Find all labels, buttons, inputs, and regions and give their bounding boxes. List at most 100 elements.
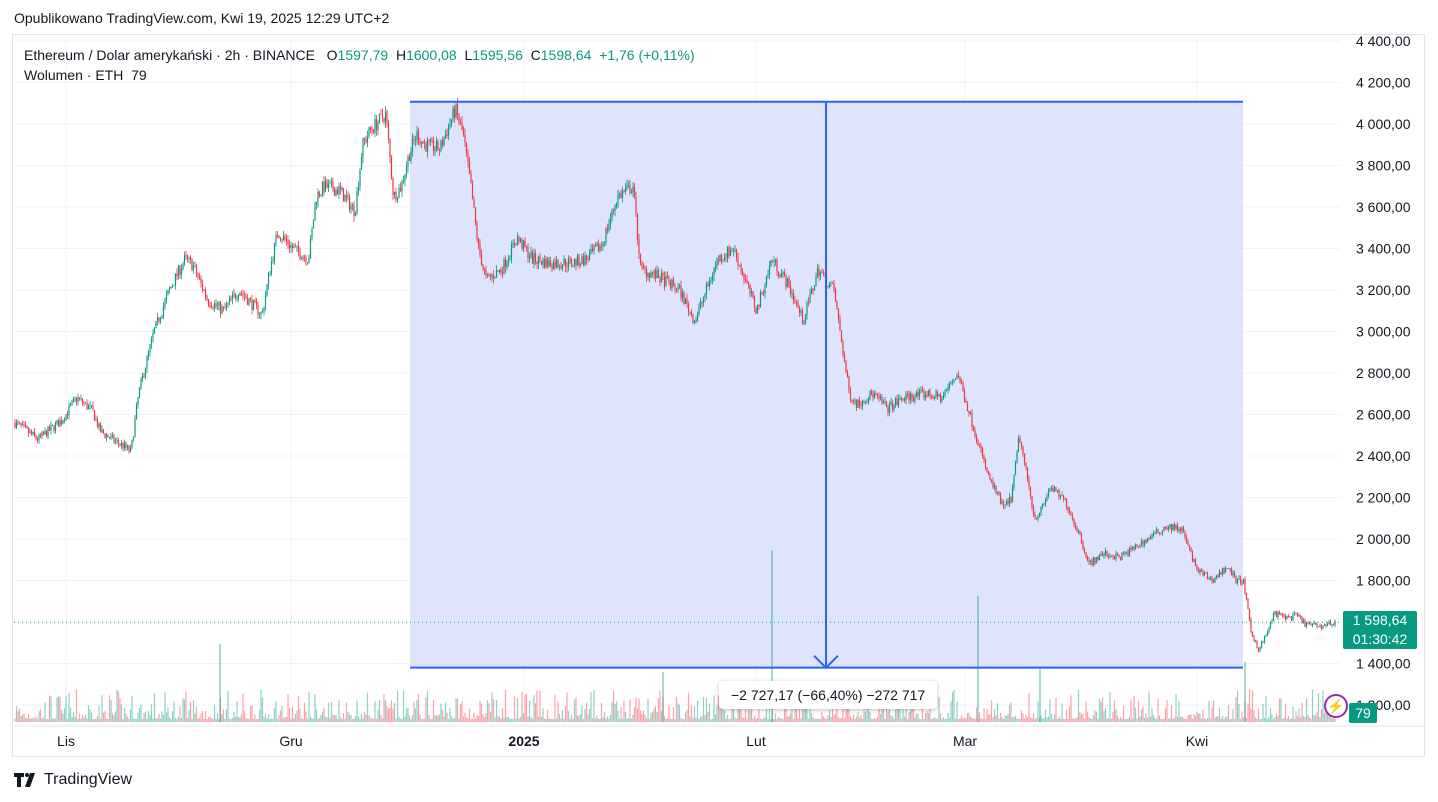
volume-bar	[579, 714, 582, 722]
candle-body	[803, 322, 805, 324]
candle-body	[1316, 622, 1318, 627]
candle-body	[291, 245, 294, 249]
candle-body	[816, 268, 819, 277]
volume-bar	[396, 690, 399, 722]
volume-bar	[294, 713, 297, 722]
candle-body	[869, 391, 871, 400]
volume-bar	[1121, 718, 1123, 722]
volume-bar	[329, 717, 331, 722]
measure-lines[interactable]	[410, 100, 1243, 670]
volume-bar	[192, 700, 195, 722]
brand[interactable]: TradingView	[14, 771, 132, 789]
candle-body	[510, 244, 513, 259]
volume-bar	[963, 718, 966, 722]
candle-body	[630, 192, 633, 194]
candle-body	[1080, 534, 1083, 542]
candle-body	[1059, 495, 1062, 498]
bar-countdown: 01:30:42	[1352, 631, 1408, 647]
lightning-icon[interactable]: ⚡	[1324, 694, 1348, 718]
candle-body	[387, 122, 390, 140]
volume-bar	[1016, 718, 1018, 722]
candle-body	[513, 243, 516, 246]
volume-bar	[771, 550, 773, 722]
volume-bar	[822, 716, 825, 722]
candle-body	[477, 238, 480, 245]
candle-body	[864, 402, 867, 404]
volume-bar	[1170, 705, 1173, 722]
volume-bar	[509, 718, 511, 722]
volume-bar	[251, 705, 253, 722]
volume-bar	[1181, 716, 1183, 722]
candle-body	[614, 206, 616, 211]
time-axis[interactable]: Lis Gru 2025 Lut Mar Kwi	[14, 725, 1424, 749]
volume-bar	[1290, 718, 1293, 722]
volume-bar	[1140, 709, 1143, 722]
candle-body	[233, 293, 235, 295]
volume-bar	[686, 709, 688, 722]
price-axis[interactable]: 4 400,004 200,004 000,003 800,003 600,00…	[1356, 33, 1411, 713]
candle-body	[608, 224, 610, 231]
candle-body	[471, 183, 474, 200]
candle-body	[35, 435, 37, 439]
volume-bar	[749, 710, 751, 722]
volume-bar	[525, 693, 528, 722]
volume-bar	[113, 715, 115, 722]
candle-body	[572, 265, 574, 266]
candle-body	[29, 431, 31, 434]
volume-bar	[668, 705, 670, 722]
candle-body	[953, 380, 955, 382]
candle-body	[849, 390, 852, 400]
volume-bar	[567, 711, 570, 722]
candle-body	[480, 254, 483, 265]
volume-bar	[1103, 711, 1105, 722]
volume-bar	[699, 717, 702, 722]
volume-bar	[447, 719, 450, 722]
volume-bar	[468, 708, 471, 722]
volume-bar	[630, 718, 633, 722]
volume-bar	[1212, 700, 1215, 722]
volume-bar	[351, 718, 354, 722]
candle-body	[222, 307, 225, 308]
candle-body	[1083, 548, 1086, 553]
candle-body	[1152, 532, 1155, 537]
volume-bar	[690, 705, 693, 722]
candle-body	[515, 245, 517, 246]
volume-bar	[236, 701, 238, 722]
candle-body	[395, 192, 397, 201]
candle-body	[1034, 514, 1036, 518]
volume-bar	[687, 692, 690, 722]
volume-bar	[936, 718, 939, 722]
volume-bar	[320, 715, 322, 722]
change-value: +1,76 (+0,11%)	[599, 47, 695, 63]
volume-bar	[20, 715, 22, 722]
price-tick-label: 3 000,00	[1356, 324, 1411, 340]
candle-body	[798, 306, 801, 313]
candle-body	[1290, 616, 1293, 621]
candle-body	[876, 394, 879, 396]
candle-body	[875, 393, 877, 395]
candle-body	[1242, 578, 1245, 584]
volume-bar	[482, 714, 484, 722]
candle-body	[221, 307, 223, 314]
candle-body	[671, 279, 673, 289]
volume-bar	[260, 689, 262, 722]
candle-body	[881, 397, 883, 404]
volume-bar	[153, 693, 156, 722]
volume-bar	[1127, 718, 1129, 722]
candle-body	[857, 400, 859, 408]
candle-body	[332, 181, 334, 191]
candle-body	[917, 391, 919, 397]
candle-body	[92, 405, 94, 411]
candle-body	[152, 333, 154, 339]
candle-body	[1130, 547, 1132, 549]
candle-body	[965, 401, 967, 403]
volume-bar	[212, 718, 214, 722]
volume-bar	[557, 701, 559, 722]
volume-bar	[654, 706, 657, 722]
volume-bar	[962, 718, 964, 722]
volume-bar	[449, 707, 451, 722]
volume-bar	[1218, 707, 1221, 722]
candle-body	[1110, 555, 1113, 557]
volume-bar	[272, 718, 274, 722]
